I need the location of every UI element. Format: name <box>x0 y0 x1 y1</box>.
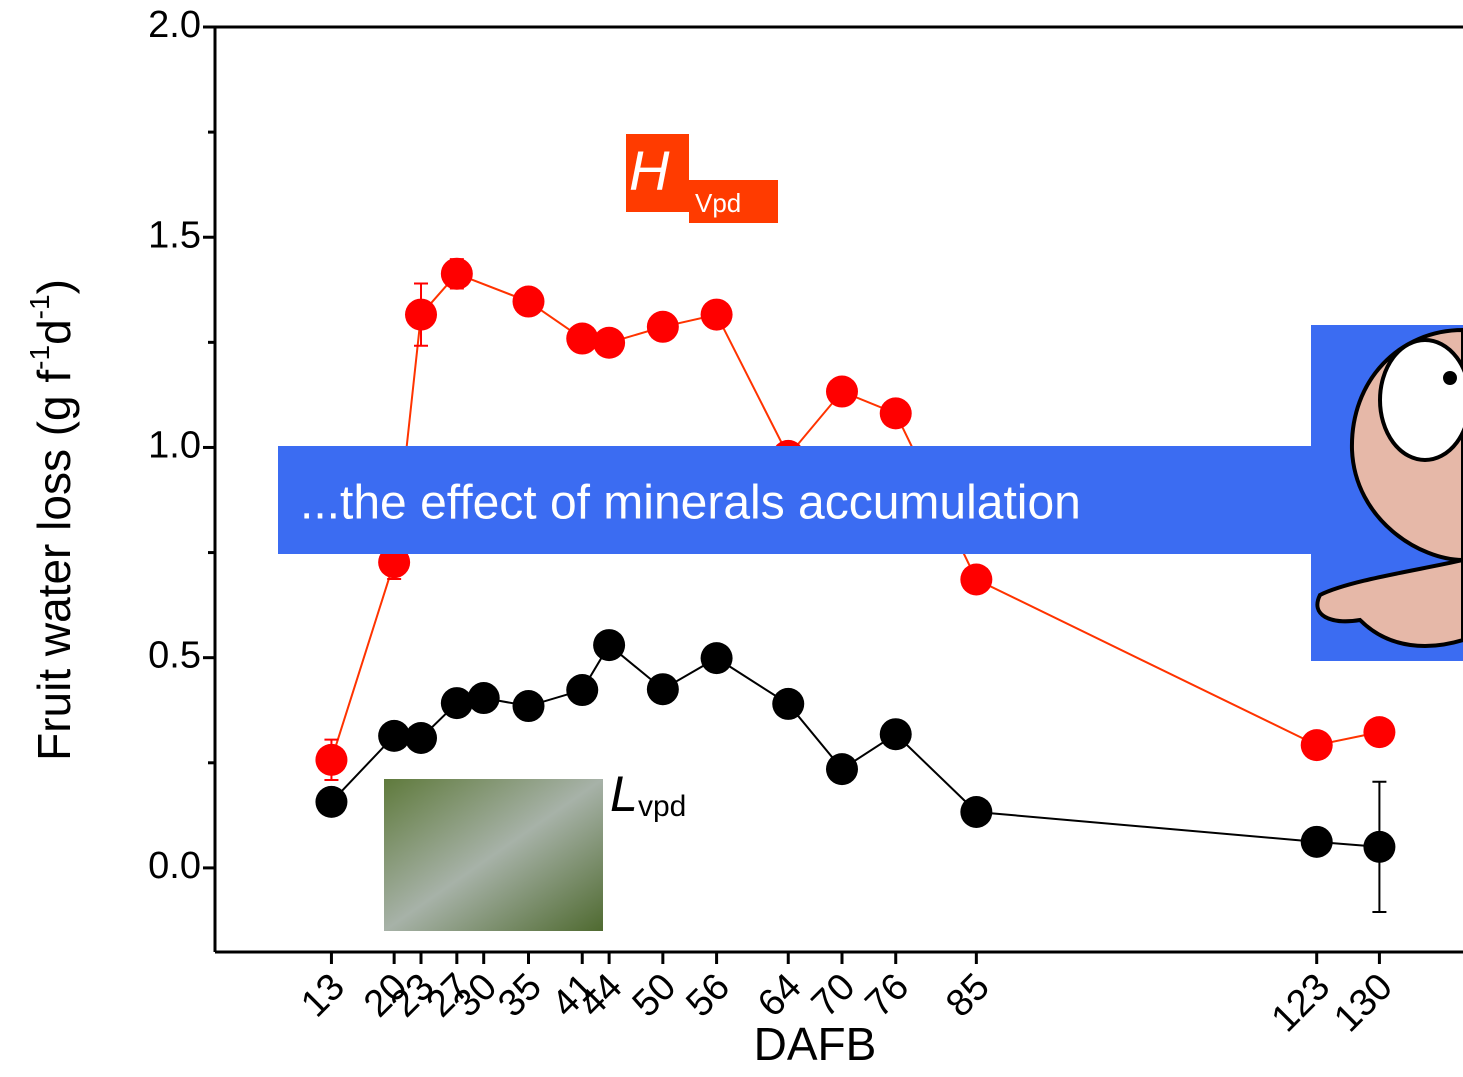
data-point <box>701 299 733 331</box>
data-point <box>405 299 437 331</box>
cartoon-eye <box>1380 340 1463 460</box>
cartoon <box>1311 325 1463 661</box>
data-point <box>566 323 598 355</box>
data-point <box>405 722 437 754</box>
data-point <box>647 311 679 343</box>
banner-text: ...the effect of minerals accumulation <box>300 477 1081 530</box>
data-point <box>826 753 858 785</box>
data-point <box>880 397 912 429</box>
fruit-photo <box>384 779 603 931</box>
x-tick-label: 85 <box>938 966 998 1026</box>
data-point <box>441 687 473 719</box>
data-point <box>593 327 625 359</box>
data-point <box>772 688 804 720</box>
data-point <box>468 682 500 714</box>
y-tick-label: 2.0 <box>148 4 201 46</box>
data-point <box>566 674 598 706</box>
x-tick-label: 123 <box>1264 966 1339 1041</box>
x-tick-label: 56 <box>678 966 738 1026</box>
x-tick-label: 70 <box>804 966 864 1026</box>
x-tick-label: 130 <box>1326 966 1401 1041</box>
data-point <box>512 690 544 722</box>
data-point <box>701 642 733 674</box>
data-point <box>1363 716 1395 748</box>
low-label: L <box>610 766 638 822</box>
x-tick-label: 13 <box>293 966 353 1026</box>
x-tick-label: 76 <box>858 966 918 1026</box>
y-label-sup: -1 <box>24 294 55 319</box>
data-point <box>1301 826 1333 858</box>
data-point <box>880 718 912 750</box>
high-sub: Vpd <box>695 188 741 218</box>
x-tick-label: 35 <box>490 966 550 1026</box>
y-label-part: ) <box>28 279 80 294</box>
data-point <box>315 744 347 776</box>
y-tick-label: 1.0 <box>148 424 201 466</box>
low-sub: vpd <box>638 790 686 823</box>
y-label-part: d <box>28 319 80 345</box>
y-tick-label: 1.5 <box>148 214 201 256</box>
cartoon-pupil <box>1443 371 1457 385</box>
y-axis-label: Fruit water loss (g f-1d-1) <box>24 279 80 761</box>
data-point <box>1301 729 1333 761</box>
x-tick-label: 64 <box>750 966 810 1026</box>
data-point <box>960 796 992 828</box>
chart: 0.00.51.01.52.01320232730354144505664707… <box>0 0 1463 1077</box>
data-point <box>315 786 347 818</box>
data-point <box>593 629 625 661</box>
y-tick-label: 0.0 <box>148 845 201 887</box>
x-axis-label: DAFB <box>754 1018 877 1070</box>
x-tick-label: 50 <box>625 966 685 1026</box>
high-label: H <box>629 139 670 202</box>
y-tick-label: 0.5 <box>148 635 201 677</box>
data-point <box>647 673 679 705</box>
data-point <box>1363 831 1395 863</box>
y-label-part: Fruit water loss (g f <box>28 370 80 761</box>
data-point <box>960 563 992 595</box>
data-point <box>441 258 473 290</box>
data-point <box>512 286 544 318</box>
y-label-sup: -1 <box>24 345 55 370</box>
data-point <box>826 376 858 408</box>
